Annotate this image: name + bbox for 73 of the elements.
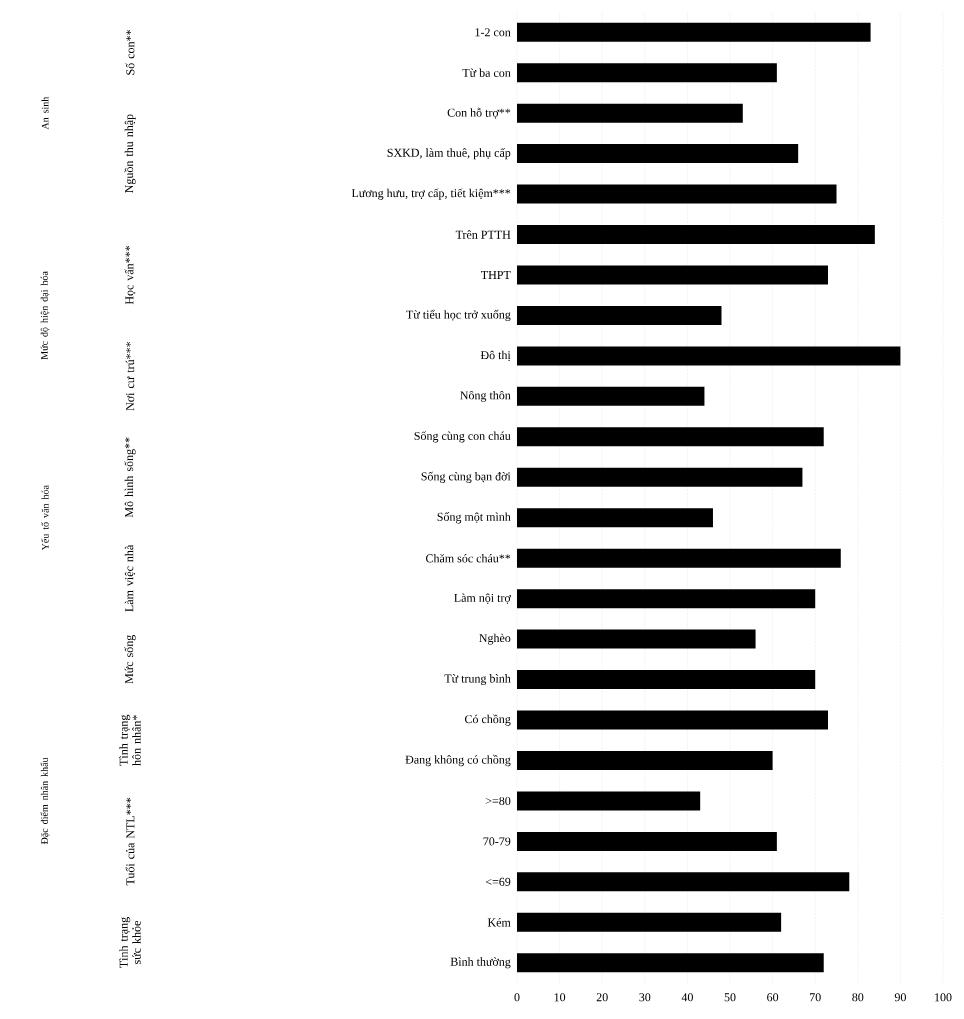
bar	[517, 589, 816, 609]
x-tick-label: 70	[810, 993, 821, 1002]
text: Nơi cư trú***	[125, 341, 135, 411]
x-tick-label: 100	[935, 993, 952, 1002]
bar	[517, 467, 803, 487]
bar	[517, 670, 816, 690]
text: Mô hình sống**	[124, 437, 136, 518]
bar	[517, 548, 841, 568]
text: Mức sống	[124, 635, 136, 684]
text: Tình trạng hôn nhân*	[119, 714, 141, 766]
y-tick-label: 70-79	[483, 837, 511, 846]
x-tick-label: 90	[894, 993, 906, 1002]
bar	[517, 144, 799, 164]
y-tick-label: Sống cùng bạn đời	[421, 471, 511, 483]
y-tick-label: Sống cùng con cháu	[414, 431, 511, 443]
bar	[517, 265, 828, 285]
text: Đặc điểm nhân khẩu	[40, 757, 50, 845]
x-tick-label: 40	[681, 993, 693, 1002]
y-tick-label: Nghèo	[479, 633, 511, 645]
bar	[517, 184, 837, 204]
y-tick-label: Từ ba con	[462, 68, 511, 77]
y-tick-label: Chăm sóc cháu**	[425, 553, 511, 563]
y-tick-label: Lương hưu, trợ cấp, tiết kiệm***	[351, 188, 511, 200]
bar	[517, 912, 782, 932]
x-tick-label: 60	[767, 993, 779, 1002]
text: Số con**	[125, 30, 135, 75]
text: Tuổi của NTL***	[125, 797, 135, 886]
text: Tình trạng sức khỏe	[119, 917, 141, 968]
y-tick-label: 1-2 con	[475, 28, 511, 37]
y-tick-label: Nông thôn	[460, 390, 511, 402]
bar	[517, 872, 850, 892]
bar	[517, 225, 875, 245]
bar	[517, 831, 777, 851]
x-tick-label: 0	[514, 993, 520, 1002]
y-tick-label: Từ tiểu học trở xuống	[406, 309, 511, 322]
y-tick-label: Đang không có chồng	[405, 754, 511, 767]
text: Nguồn thu nhập	[124, 114, 136, 193]
y-tick-label: SXKD, làm thuê, phụ cấp	[387, 147, 511, 160]
bar	[517, 427, 824, 447]
text: Yếu tố văn hóa	[41, 485, 49, 551]
x-tick-label: 50	[724, 993, 736, 1002]
y-tick-label: >=80	[485, 796, 511, 805]
bar	[517, 750, 773, 770]
y-tick-label: Sống một mình	[437, 512, 511, 524]
x-tick-label: 30	[639, 993, 651, 1002]
bar	[517, 305, 722, 325]
y-tick-label: Làm nội trợ	[454, 593, 511, 604]
text: Học vấn***	[124, 245, 136, 305]
x-tick-label: 80	[852, 993, 864, 1002]
text: Làm việc nhà	[124, 544, 136, 612]
y-tick-label: Có chồng	[464, 714, 511, 726]
bar	[517, 346, 901, 366]
y-tick-label: Trên PTTH	[455, 230, 511, 239]
bar	[517, 103, 743, 123]
bar	[517, 63, 777, 83]
bar	[517, 953, 824, 973]
bar	[517, 22, 871, 42]
bar	[517, 386, 705, 406]
y-tick-label: Từ trung bình	[444, 674, 511, 686]
x-tick-label: 10	[554, 993, 566, 1002]
y-tick-label: Bình thường	[450, 957, 511, 969]
y-tick-label: THPT	[481, 271, 511, 279]
text: An sinh	[41, 96, 49, 130]
bar	[517, 710, 828, 730]
bar	[517, 791, 701, 811]
y-tick-label: Đô thị	[480, 350, 511, 362]
y-tick-label: Kém	[487, 918, 511, 927]
bar	[517, 629, 756, 649]
y-tick-label: Con hỗ trợ**	[447, 107, 511, 119]
x-tick-label: 20	[596, 993, 608, 1002]
bar	[517, 508, 713, 528]
text: Mức độ hiện đại hóa	[40, 271, 50, 360]
y-tick-label: <=69	[485, 877, 511, 886]
